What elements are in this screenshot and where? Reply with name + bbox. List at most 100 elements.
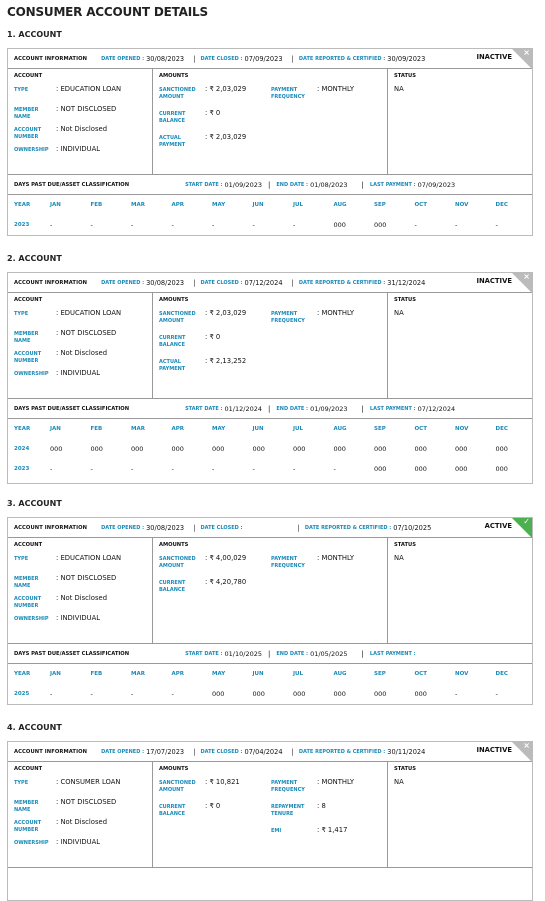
amounts-column: AMOUNTS SANCTIONED AMOUNT: ₹ 2,03,029 PAYM… xyxy=(153,293,388,398)
status-column: STATUS NA xyxy=(388,538,532,643)
payment-frequency-row: PAYMENT FREQUENCY: MONTHLY xyxy=(271,554,383,576)
month-header: NOV xyxy=(455,202,469,208)
ownership-row: OWNERSHIP: INDIVIDUAL xyxy=(14,369,146,385)
month-header: DEC xyxy=(495,426,508,432)
month-header: OCT xyxy=(414,202,427,208)
account-card: ACCOUNT INFORMATION DATE OPENED :30/08/20… xyxy=(7,517,533,705)
member-name-label: MEMBER NAME xyxy=(14,800,39,813)
dpd-cell: - xyxy=(212,465,215,473)
month-header: MAY xyxy=(212,202,226,208)
ownership-label: OWNERSHIP xyxy=(14,371,49,377)
account-title: 4. ACCOUNT xyxy=(7,723,62,732)
last-payment-value: 07/09/2023 xyxy=(417,180,456,189)
account-card: ACCOUNT INFORMATION DATE OPENED :30/08/20… xyxy=(7,272,533,484)
account-card: ACCOUNT INFORMATION DATE OPENED :30/08/20… xyxy=(7,48,533,236)
account-number-value: : Not Disclosed xyxy=(56,125,108,133)
member-name-label: MEMBER NAME xyxy=(14,107,39,120)
account-number-value: : Not Disclosed xyxy=(56,594,108,602)
account-number-label: ACCOUNT NUMBER xyxy=(14,127,42,140)
member-name-value: : NOT DISCLOSED xyxy=(56,105,117,113)
member-name-value: : NOT DISCLOSED xyxy=(56,798,117,806)
separator: | xyxy=(361,404,364,413)
status-heading: STATUS xyxy=(394,73,416,79)
month-header: MAY xyxy=(212,671,226,677)
payment-frequency-value: : MONTHLY xyxy=(317,778,355,786)
member-name-label: MEMBER NAME xyxy=(14,331,39,344)
status-tag: INACTIVE xyxy=(476,746,512,754)
payment-frequency-label: PAYMENT FREQUENCY xyxy=(271,780,305,793)
account-details: ACCOUNT TYPE: CONSUMER LOAN MEMBER NAME: N… xyxy=(8,762,532,868)
month-header: OCT xyxy=(414,671,427,677)
year-cell: 2024 xyxy=(14,446,30,452)
separator: | xyxy=(268,649,271,658)
dpd-cell: - xyxy=(293,221,296,229)
member-name-value: : NOT DISCLOSED xyxy=(56,574,117,582)
account-info-bar: ACCOUNT INFORMATION DATE OPENED :30/08/20… xyxy=(8,49,532,69)
sanctioned-amount-row: SANCTIONED AMOUNT: ₹ 4,00,029 xyxy=(159,554,271,576)
member-name-row: MEMBER NAME: NOT DISCLOSED xyxy=(14,574,146,590)
amounts-column: AMOUNTS SANCTIONED AMOUNT: ₹ 10,821 PAYMEN… xyxy=(153,762,388,867)
emi-value: : ₹ 1,417 xyxy=(317,826,348,834)
account-number-label: ACCOUNT NUMBER xyxy=(14,820,42,833)
month-header: FEB xyxy=(90,426,103,432)
account-details: ACCOUNT TYPE: EDUCATION LOAN MEMBER NAME: … xyxy=(8,538,532,644)
payment-frequency-value: : MONTHLY xyxy=(317,85,355,93)
month-header: JUL xyxy=(293,426,304,432)
date-closed-value: 07/09/2023 xyxy=(244,54,283,63)
dpd-cell: 000 xyxy=(495,445,508,453)
current-balance-label: CURRENT BALANCE xyxy=(159,580,186,593)
amounts-heading: AMOUNTS xyxy=(159,297,189,303)
current-balance-label: CURRENT BALANCE xyxy=(159,804,186,817)
payment-frequency-value: : MONTHLY xyxy=(317,309,355,317)
status-heading: STATUS xyxy=(394,297,416,303)
year-header: YEAR xyxy=(14,202,31,208)
type-label: TYPE xyxy=(14,311,29,317)
sanctioned-amount-value: : ₹ 2,03,029 xyxy=(205,85,247,93)
dpd-cell: 000 xyxy=(495,465,508,473)
dpd-cell: - xyxy=(171,465,174,473)
date-reported-value: 31/12/2024 xyxy=(387,278,426,287)
account-info-bar: ACCOUNT INFORMATION DATE OPENED :17/07/20… xyxy=(8,742,532,762)
account-title: 2. ACCOUNT xyxy=(7,254,62,263)
type-row: TYPE: CONSUMER LOAN xyxy=(14,778,146,794)
end-date-label: END DATE : xyxy=(276,650,309,657)
separator: | xyxy=(291,747,294,756)
separator: | xyxy=(361,180,364,189)
account-info-bar: ACCOUNT INFORMATION DATE OPENED :30/08/20… xyxy=(8,518,532,538)
month-header: OCT xyxy=(414,426,427,432)
payment-frequency-label: PAYMENT FREQUENCY xyxy=(271,87,305,100)
date-opened-label: DATE OPENED : xyxy=(101,279,145,286)
date-opened-value: 30/08/2023 xyxy=(146,278,185,287)
ownership-value: : INDIVIDUAL xyxy=(56,614,101,622)
type-row: TYPE: EDUCATION LOAN xyxy=(14,309,146,325)
account-number-row: ACCOUNT NUMBER: Not Disclosed xyxy=(14,818,146,834)
close-icon: × xyxy=(523,48,530,57)
month-header: MAR xyxy=(131,426,145,432)
account-details: ACCOUNT TYPE: EDUCATION LOAN MEMBER NAME: … xyxy=(8,69,532,175)
ownership-row: OWNERSHIP: INDIVIDUAL xyxy=(14,614,146,630)
status-value: NA xyxy=(394,554,404,562)
separator: | xyxy=(361,649,364,658)
dpd-cell: 000 xyxy=(333,690,346,698)
separator: | xyxy=(193,278,196,287)
dpd-cell: 000 xyxy=(374,221,387,229)
current-balance-row: CURRENT BALANCE: ₹ 0 xyxy=(159,109,271,131)
sanctioned-amount-value: : ₹ 10,821 xyxy=(205,778,240,786)
date-closed-label: DATE CLOSED : xyxy=(200,524,243,531)
payment-frequency-value: : MONTHLY xyxy=(317,554,355,562)
dpd-grid: YEAR JAN FEB MAR APR MAY JUN JUL AUG SEP OCT NOV DEC… xyxy=(8,419,532,479)
month-header: MAR xyxy=(131,202,145,208)
dpd-cell: - xyxy=(171,221,174,229)
dpd-cell: 000 xyxy=(212,445,225,453)
actual-payment-value: : ₹ 2,13,252 xyxy=(205,357,247,365)
dpd-cell: 000 xyxy=(374,465,387,473)
date-opened-value: 17/07/2023 xyxy=(146,747,185,756)
account-column: ACCOUNT TYPE: EDUCATION LOAN MEMBER NAME: … xyxy=(8,293,153,398)
year-cell: 2023 xyxy=(14,222,30,228)
dpd-cell: 000 xyxy=(414,465,427,473)
start-date-value: 01/09/2023 xyxy=(224,180,262,189)
amounts-heading: AMOUNTS xyxy=(159,542,189,548)
last-payment-label: LAST PAYMENT : xyxy=(369,181,416,188)
end-date-value: 01/08/2023 xyxy=(310,180,348,189)
ownership-value: : INDIVIDUAL xyxy=(56,838,101,846)
